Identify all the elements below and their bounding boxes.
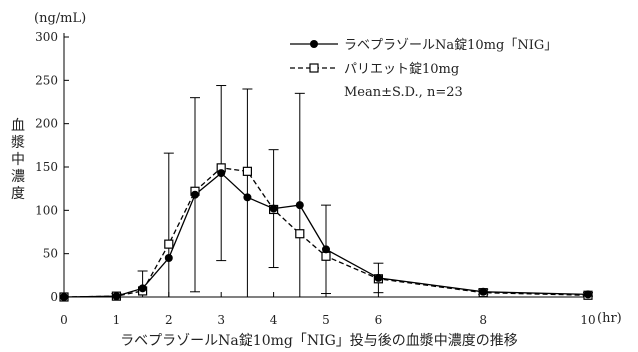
data-point-rabeprazole xyxy=(217,169,226,178)
data-point-rabeprazole xyxy=(479,287,488,296)
data-point-rabeprazole xyxy=(60,293,68,301)
x-tick-label: 10 xyxy=(580,313,595,327)
y-tick-label: 100 xyxy=(35,203,58,217)
data-point-rabeprazole xyxy=(191,190,199,199)
x-tick-label: 1 xyxy=(113,313,121,327)
data-point-rabeprazole xyxy=(243,193,252,202)
y-tick-label: 200 xyxy=(35,117,58,131)
y-tick-label: 0 xyxy=(50,290,58,304)
data-point-rabeprazole xyxy=(112,292,121,301)
data-point-pariet xyxy=(164,239,174,249)
data-point-rabeprazole xyxy=(164,254,173,262)
x-tick-label: 4 xyxy=(270,313,278,327)
data-point-rabeprazole xyxy=(138,284,147,293)
y-tick-label: 300 xyxy=(35,30,58,44)
axes: 0 50 100 150 200 250 300 0 1 2 3 4 5 6 8 10 xyxy=(35,30,596,327)
x-tick-label: 3 xyxy=(217,313,225,327)
data-point-rabeprazole xyxy=(295,201,304,210)
legend-marker-pariet xyxy=(309,63,319,73)
x-unit-label: (hr) xyxy=(597,311,622,326)
y-unit-label: (ng/mL) xyxy=(34,11,86,26)
legend: ラベプラゾールNa錠10mg「NIG」 パリエット錠10mg Mean±S.D.… xyxy=(290,38,557,100)
x-tick-label: 5 xyxy=(322,313,330,327)
data-point-rabeprazole xyxy=(374,273,383,282)
legend-note: Mean±S.D., n=23 xyxy=(344,85,463,100)
data-point-rabeprazole xyxy=(322,245,330,254)
x-tick-label: 8 xyxy=(479,313,487,327)
data-point-pariet xyxy=(321,251,331,261)
data-point-rabeprazole xyxy=(584,290,592,299)
y-tick-label: 50 xyxy=(43,247,58,261)
y-axis-label: 血漿中濃度 xyxy=(11,118,25,202)
x-tick-label: 0 xyxy=(60,313,68,327)
legend-label-pariet: パリエット錠10mg xyxy=(344,62,459,77)
x-tick-label: 6 xyxy=(375,313,383,327)
data-markers xyxy=(59,163,593,302)
error-bars xyxy=(111,85,593,297)
y-tick-label: 150 xyxy=(35,160,58,174)
legend-label-rabeprazole: ラベプラゾールNa錠10mg「NIG」 xyxy=(344,38,557,53)
chart-title: ラベプラゾールNa錠10mg「NIG」投与後の血漿中濃度の推移 xyxy=(120,333,518,349)
data-point-pariet xyxy=(295,229,305,239)
x-tick-label: 2 xyxy=(165,313,173,327)
data-point-rabeprazole xyxy=(269,204,278,213)
legend-marker-rabeprazole xyxy=(310,40,318,48)
data-point-pariet xyxy=(242,166,252,176)
y-tick-label: 250 xyxy=(35,73,58,87)
